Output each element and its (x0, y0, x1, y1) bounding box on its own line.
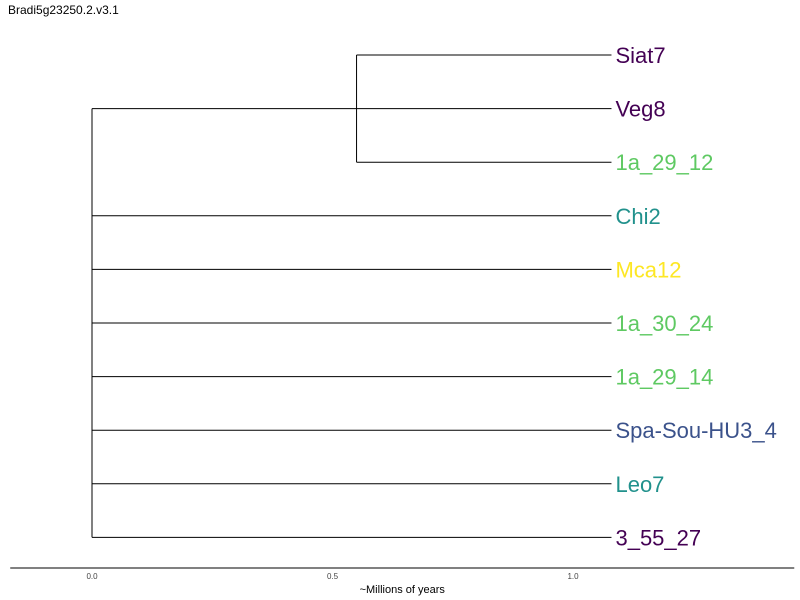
leaf-label-1a-29-12: 1a_29_12 (615, 150, 713, 175)
leaf-label-mca12: Mca12 (615, 257, 681, 282)
chart-title: Bradi5g23250.2.v3.1 (8, 3, 119, 17)
leaf-label-1a-29-14: 1a_29_14 (615, 365, 713, 390)
x-tick-label-1: 0.5 (327, 572, 339, 581)
leaf-label-spa-sou-hu3-4: Spa-Sou-HU3_4 (615, 418, 776, 443)
x-tick-label-0: 0.0 (86, 572, 98, 581)
leaf-label-siat7: Siat7 (615, 43, 665, 68)
leaf-label-veg8: Veg8 (615, 97, 665, 122)
leaf-label-leo7: Leo7 (615, 472, 664, 497)
leaf-label-chi2: Chi2 (615, 204, 660, 229)
leaf-label-1a-30-24: 1a_30_24 (615, 311, 713, 336)
leaf-label-3-55-27: 3_55_27 (615, 525, 701, 550)
x-tick-label-2: 1.0 (567, 572, 579, 581)
x-axis-label: ~Millions of years (360, 584, 446, 596)
